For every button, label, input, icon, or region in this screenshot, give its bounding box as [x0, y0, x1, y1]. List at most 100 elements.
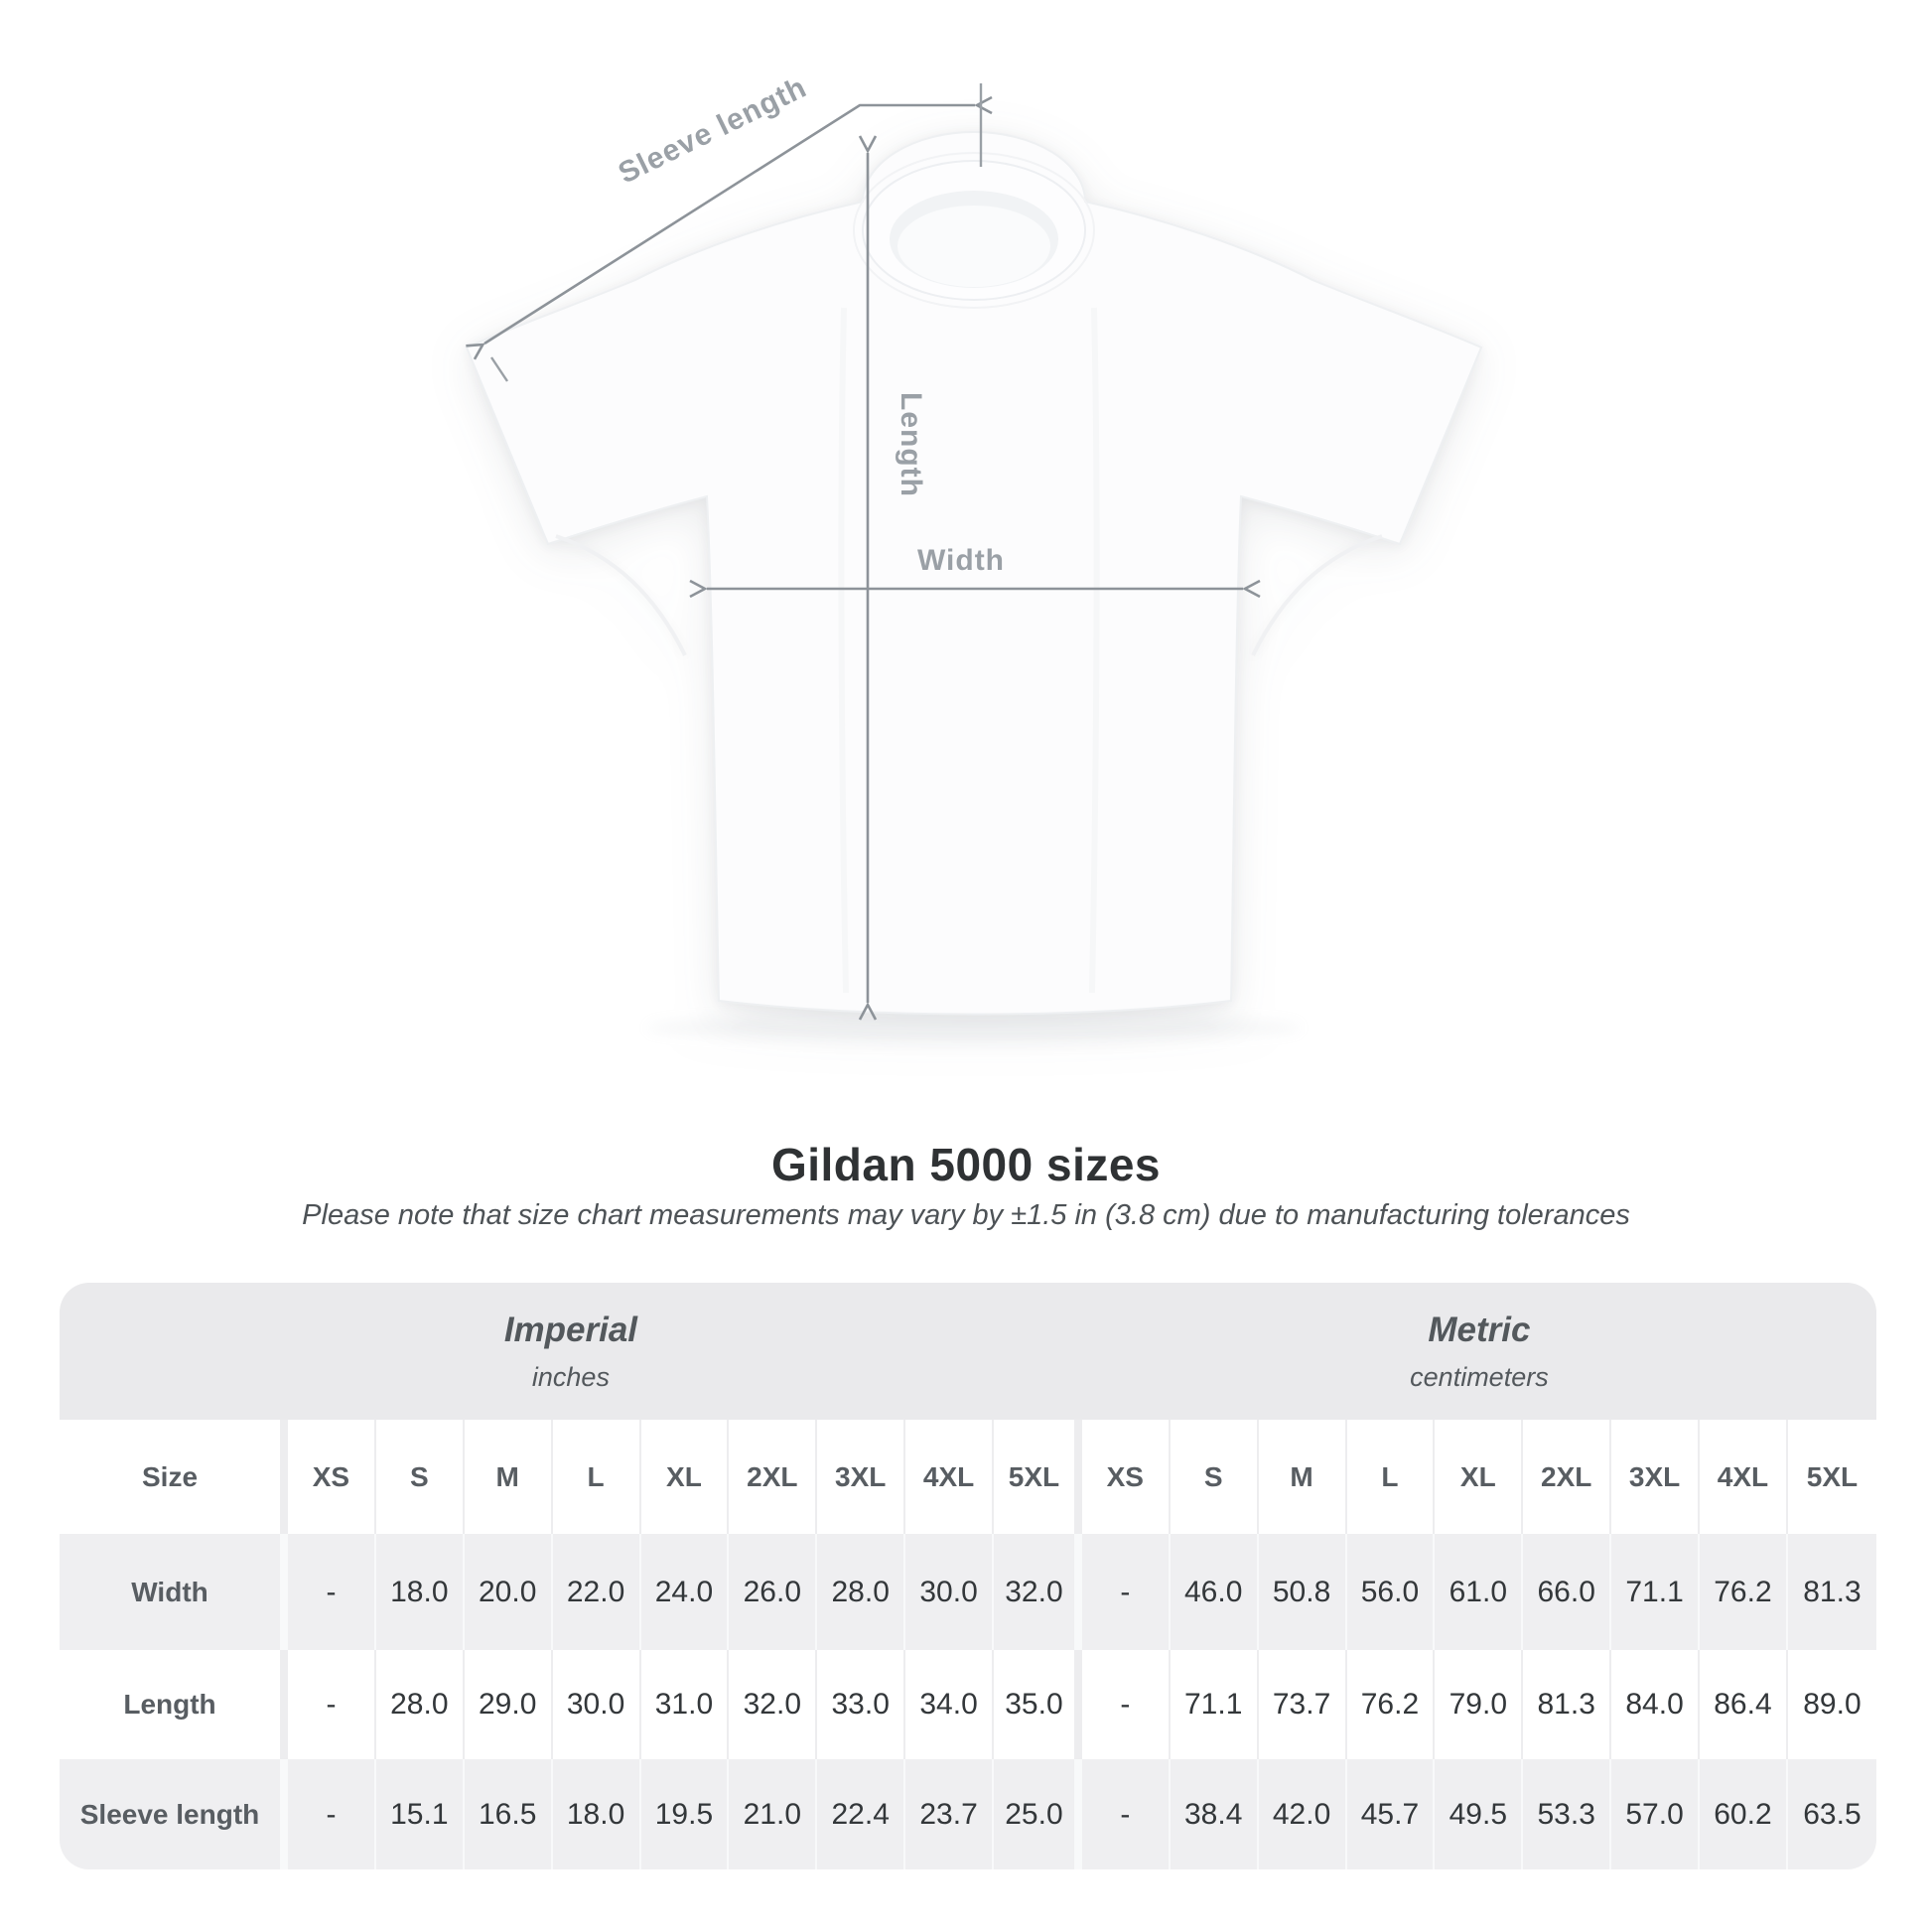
value-cell: - [1081, 1759, 1171, 1869]
value-cell: 81.3 [1787, 1534, 1876, 1650]
value-cell: 22.0 [552, 1534, 641, 1650]
value-cell: 30.0 [552, 1650, 641, 1759]
size-label: XL [640, 1420, 730, 1534]
crease-right [1251, 534, 1383, 656]
collar-inner-back [897, 206, 1050, 287]
value-cell: 46.0 [1170, 1534, 1259, 1650]
value-cell: 84.0 [1611, 1650, 1700, 1759]
value-cell: 33.0 [817, 1650, 906, 1759]
value-cell: 18.0 [552, 1759, 641, 1869]
crease-left [555, 534, 687, 656]
value-cell: 22.4 [817, 1759, 906, 1869]
value-cell: 71.1 [1170, 1650, 1259, 1759]
value-cell: 19.5 [640, 1759, 730, 1869]
row-label-length: Length [60, 1650, 288, 1759]
size-label: M [464, 1420, 553, 1534]
value-cell: 50.8 [1258, 1534, 1347, 1650]
size-label: XS [1081, 1420, 1171, 1534]
value-cell: 23.7 [905, 1759, 994, 1869]
size-label: 4XL [1700, 1420, 1788, 1534]
value-cell: 29.0 [464, 1650, 553, 1759]
value-cell: 28.0 [375, 1650, 465, 1759]
value-cell: 79.0 [1435, 1650, 1524, 1759]
value-cell: 61.0 [1435, 1534, 1524, 1650]
size-label: S [1170, 1420, 1259, 1534]
value-cell: 76.2 [1700, 1534, 1788, 1650]
value-cell: 24.0 [640, 1534, 730, 1650]
imperial-group-unit: inches [531, 1361, 610, 1392]
crease-body-2 [1089, 307, 1100, 994]
value-cell: - [288, 1534, 376, 1650]
value-cell: 81.3 [1523, 1650, 1612, 1759]
size-label: M [1258, 1420, 1347, 1534]
width-label: Width [917, 544, 1005, 577]
size-header-row: Size XS S M L XL 2XL 3XL 4XL 5XL XS S M … [60, 1420, 1876, 1534]
length-label: Length [895, 392, 927, 497]
value-cell: 63.5 [1787, 1759, 1876, 1869]
size-label: L [1346, 1420, 1436, 1534]
value-cell: 76.2 [1346, 1650, 1436, 1759]
unit-group-row: Imperial inches Metric centimeters [60, 1283, 1876, 1420]
imperial-group-header: Imperial inches [60, 1283, 1082, 1420]
size-label: XS [288, 1420, 376, 1534]
sleeve-length-arrow [466, 95, 993, 360]
sleeve-end-tick [490, 356, 508, 382]
value-cell: 86.4 [1700, 1650, 1788, 1759]
value-cell: - [288, 1759, 376, 1869]
sleeve-length-label: Sleeve length [614, 70, 812, 190]
tshirt-diagram: Sleeve length Length Width [465, 70, 1483, 1043]
value-cell: 26.0 [729, 1534, 818, 1650]
metric-group-label: Metric [1428, 1310, 1531, 1349]
size-label: 3XL [1611, 1420, 1700, 1534]
sleeve-length-row: Sleeve length - 15.1 16.5 18.0 19.5 21.0… [60, 1759, 1876, 1869]
value-cell: 60.2 [1700, 1759, 1788, 1869]
tolerance-note: Please note that size chart measurements… [302, 1199, 1630, 1231]
size-label: L [552, 1420, 641, 1534]
length-row: Length - 28.0 29.0 30.0 31.0 32.0 33.0 3… [60, 1650, 1876, 1759]
metric-group-unit: centimeters [1410, 1361, 1549, 1392]
value-cell: 38.4 [1170, 1759, 1259, 1869]
value-cell: 20.0 [464, 1534, 553, 1650]
value-cell: 45.7 [1346, 1759, 1436, 1869]
size-label: 4XL [905, 1420, 994, 1534]
value-cell: 32.0 [994, 1534, 1082, 1650]
value-cell: 34.0 [905, 1650, 994, 1759]
value-cell: 35.0 [994, 1650, 1082, 1759]
size-chart-table: Imperial inches Metric centimeters Size … [60, 1283, 1876, 1869]
width-row: Width - 18.0 20.0 22.0 24.0 26.0 28.0 30… [60, 1534, 1876, 1650]
value-cell: 16.5 [464, 1759, 553, 1869]
value-cell: - [1081, 1650, 1171, 1759]
row-label-width: Width [60, 1534, 288, 1650]
page-title: Gildan 5000 sizes [770, 1139, 1162, 1190]
row-label-sleeve-length: Sleeve length [60, 1759, 288, 1869]
size-chart-table-wrap: Imperial inches Metric centimeters Size … [60, 1283, 1876, 1869]
value-cell: 66.0 [1523, 1534, 1612, 1650]
size-label: 2XL [729, 1420, 818, 1534]
value-cell: 42.0 [1258, 1759, 1347, 1869]
value-cell: 89.0 [1787, 1650, 1876, 1759]
value-cell: 32.0 [729, 1650, 818, 1759]
value-cell: 56.0 [1346, 1534, 1436, 1650]
size-label: 5XL [1787, 1420, 1876, 1534]
size-label: XL [1435, 1420, 1524, 1534]
value-cell: 49.5 [1435, 1759, 1524, 1869]
value-cell: 73.7 [1258, 1650, 1347, 1759]
value-cell: 57.0 [1611, 1759, 1700, 1869]
value-cell: 21.0 [729, 1759, 818, 1869]
size-column-header: Size [60, 1420, 288, 1534]
imperial-group-label: Imperial [503, 1310, 638, 1349]
value-cell: 25.0 [994, 1759, 1082, 1869]
metric-group-header: Metric centimeters [1081, 1283, 1876, 1420]
value-cell: 15.1 [375, 1759, 465, 1869]
value-cell: 53.3 [1523, 1759, 1612, 1869]
value-cell: - [1081, 1534, 1171, 1650]
size-label: 5XL [994, 1420, 1082, 1534]
size-label: S [375, 1420, 465, 1534]
size-label: 3XL [817, 1420, 906, 1534]
value-cell: 71.1 [1611, 1534, 1700, 1650]
crease-body-1 [838, 307, 849, 994]
value-cell: 18.0 [375, 1534, 465, 1650]
value-cell: 30.0 [905, 1534, 994, 1650]
value-cell: 31.0 [640, 1650, 730, 1759]
